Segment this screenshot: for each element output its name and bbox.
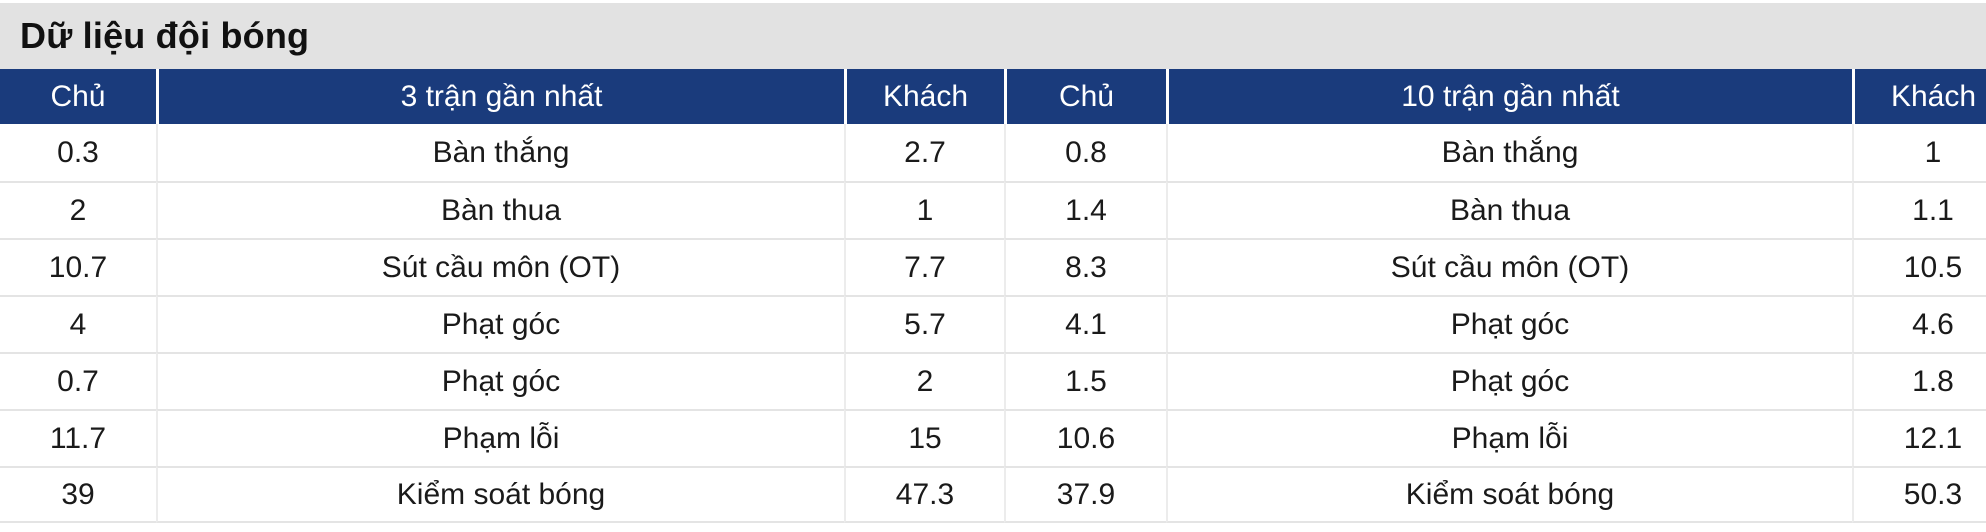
table-header-row: Chủ 3 trận gần nhất Khách Chủ 10 trận gầ…	[0, 69, 1986, 124]
away-last3-value: 47.3	[844, 466, 1004, 523]
section-title-bar: Dữ liệu đội bóng	[0, 3, 1986, 69]
page-title: Dữ liệu đội bóng	[20, 15, 310, 56]
away-last10-value: 1.8	[1852, 352, 1986, 409]
away-last3-value: 2.7	[844, 124, 1004, 181]
home-last10-value: 8.3	[1004, 238, 1166, 295]
home-last3-value: 2	[0, 181, 156, 238]
stat-last3-label: Phạm lỗi	[156, 409, 844, 466]
away-last10-value: 12.1	[1852, 409, 1986, 466]
table-row: 10.7 Sút cầu môn (OT) 7.7 8.3 Sút cầu mô…	[0, 238, 1986, 295]
stat-last10-label: Kiểm soát bóng	[1166, 466, 1852, 523]
away-last10-value: 1	[1852, 124, 1986, 181]
away-last3-value: 2	[844, 352, 1004, 409]
home-last3-value: 4	[0, 295, 156, 352]
away-last10-value: 4.6	[1852, 295, 1986, 352]
away-last10-value: 1.1	[1852, 181, 1986, 238]
home-last3-value: 11.7	[0, 409, 156, 466]
home-last3-value: 39	[0, 466, 156, 523]
table-row: 4 Phạt góc 5.7 4.1 Phạt góc 4.6	[0, 295, 1986, 352]
stat-last3-label: Sút cầu môn (OT)	[156, 238, 844, 295]
home-last10-value: 37.9	[1004, 466, 1166, 523]
away-last3-value: 15	[844, 409, 1004, 466]
away-last10-value: 50.3	[1852, 466, 1986, 523]
away-last10-value: 10.5	[1852, 238, 1986, 295]
header-home-last10: Chủ	[1004, 69, 1166, 124]
team-stats-table-container: Chủ 3 trận gần nhất Khách Chủ 10 trận gầ…	[0, 69, 1986, 523]
stat-last10-label: Sút cầu môn (OT)	[1166, 238, 1852, 295]
header-away-last3: Khách	[844, 69, 1004, 124]
home-last3-value: 0.3	[0, 124, 156, 181]
stat-last3-label: Kiểm soát bóng	[156, 466, 844, 523]
stat-last3-label: Phạt góc	[156, 352, 844, 409]
stat-last3-label: Bàn thắng	[156, 124, 844, 181]
home-last3-value: 10.7	[0, 238, 156, 295]
away-last3-value: 1	[844, 181, 1004, 238]
header-away-last10: Khách	[1852, 69, 1986, 124]
stat-last3-label: Bàn thua	[156, 181, 844, 238]
team-stats-table: Chủ 3 trận gần nhất Khách Chủ 10 trận gầ…	[0, 69, 1986, 523]
stat-last10-label: Phạt góc	[1166, 295, 1852, 352]
table-body: 0.3 Bàn thắng 2.7 0.8 Bàn thắng 1 2 Bàn …	[0, 124, 1986, 523]
stat-last10-label: Bàn thắng	[1166, 124, 1852, 181]
home-last10-value: 1.4	[1004, 181, 1166, 238]
home-last10-value: 0.8	[1004, 124, 1166, 181]
header-stat-last3: 3 trận gần nhất	[156, 69, 844, 124]
home-last10-value: 4.1	[1004, 295, 1166, 352]
header-stat-last10: 10 trận gần nhất	[1166, 69, 1852, 124]
table-row: 39 Kiểm soát bóng 47.3 37.9 Kiểm soát bó…	[0, 466, 1986, 523]
table-row: 0.7 Phạt góc 2 1.5 Phạt góc 1.8	[0, 352, 1986, 409]
stat-last3-label: Phạt góc	[156, 295, 844, 352]
header-home-last3: Chủ	[0, 69, 156, 124]
home-last10-value: 1.5	[1004, 352, 1166, 409]
stat-last10-label: Phạt góc	[1166, 352, 1852, 409]
away-last3-value: 5.7	[844, 295, 1004, 352]
stat-last10-label: Phạm lỗi	[1166, 409, 1852, 466]
away-last3-value: 7.7	[844, 238, 1004, 295]
table-row: 2 Bàn thua 1 1.4 Bàn thua 1.1	[0, 181, 1986, 238]
home-last10-value: 10.6	[1004, 409, 1166, 466]
home-last3-value: 0.7	[0, 352, 156, 409]
table-row: 0.3 Bàn thắng 2.7 0.8 Bàn thắng 1	[0, 124, 1986, 181]
table-row: 11.7 Phạm lỗi 15 10.6 Phạm lỗi 12.1	[0, 409, 1986, 466]
stat-last10-label: Bàn thua	[1166, 181, 1852, 238]
